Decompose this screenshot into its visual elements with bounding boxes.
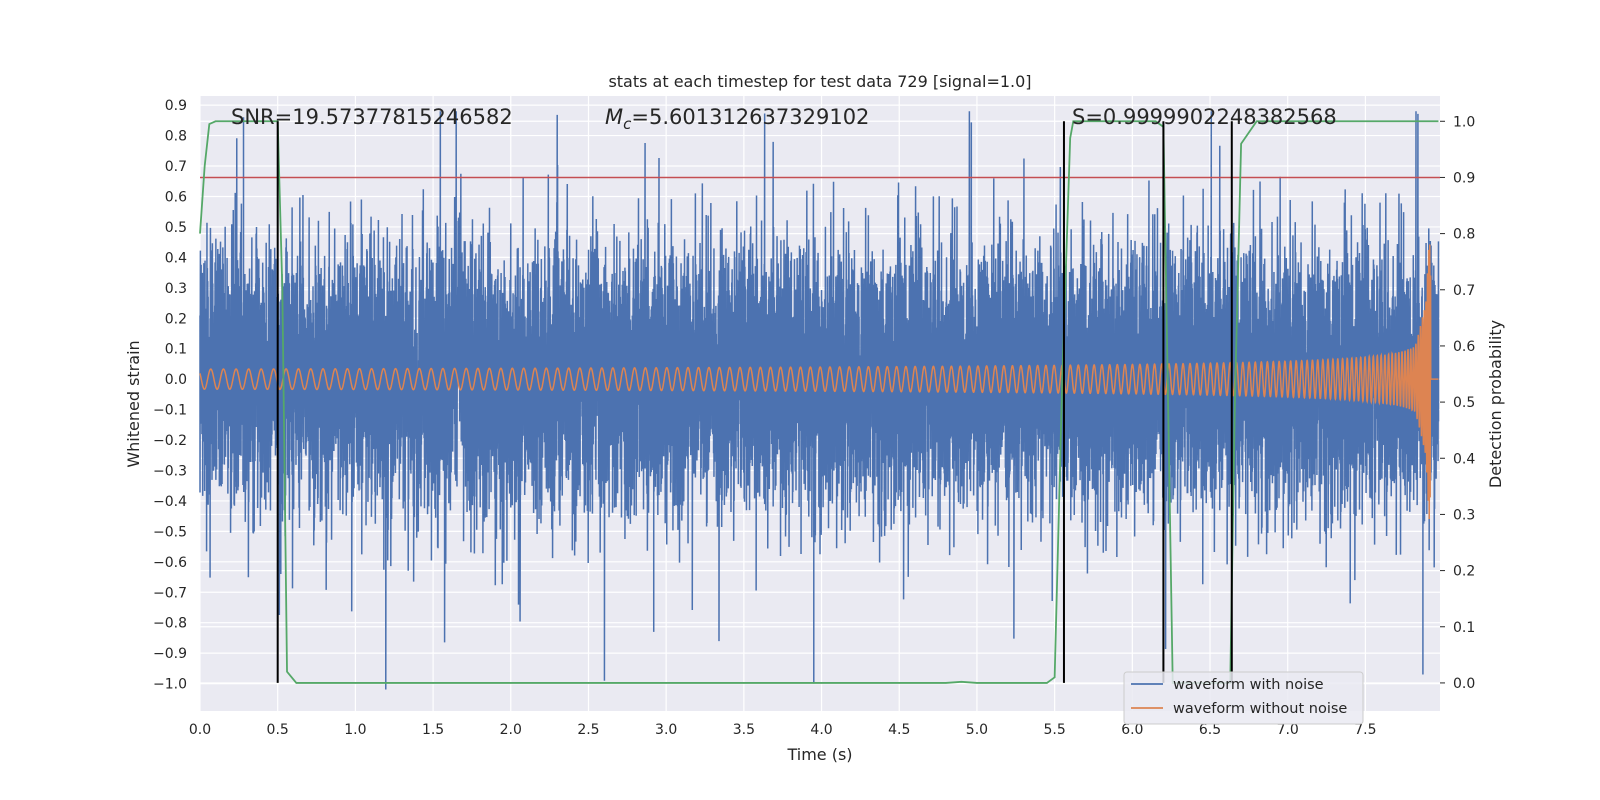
y-tick-label: 0.5 xyxy=(165,220,187,236)
chirp-mass-symbol: M xyxy=(605,105,623,129)
snr-annotation: SNR=19.57377815246582 xyxy=(231,105,513,129)
plot-area xyxy=(199,111,1440,690)
y-tick-label: 0.2 xyxy=(165,311,187,327)
y2-tick-label: 0.8 xyxy=(1453,227,1475,243)
y2-tick-label: 0.6 xyxy=(1453,339,1475,355)
y-tick-label: −0.6 xyxy=(153,555,187,571)
x-tick-label: 6.5 xyxy=(1199,722,1221,738)
x-tick-label: 5.5 xyxy=(1044,722,1066,738)
chirp-mass-value: =5.601312637329102 xyxy=(631,105,869,129)
y-tick-label: −0.3 xyxy=(153,463,187,479)
chart-title: stats at each timestep for test data 729… xyxy=(608,72,1031,91)
legend-label-signal: waveform without noise xyxy=(1173,701,1347,717)
y-tick-label: −0.9 xyxy=(153,646,187,662)
x-tick-label: 2.0 xyxy=(500,722,522,738)
y-tick-label: −1.0 xyxy=(153,677,187,693)
y-tick-label: 0.3 xyxy=(165,281,187,297)
series-waveform-with-noise xyxy=(199,111,1440,690)
x-tick-label: 3.5 xyxy=(733,722,755,738)
y-tick-label: −0.8 xyxy=(153,616,187,632)
y-tick-label: −0.2 xyxy=(153,433,187,449)
x-tick-label: 4.5 xyxy=(888,722,910,738)
x-tick-label: 0.0 xyxy=(189,722,211,738)
y-tick-label: 0.0 xyxy=(165,372,187,388)
y-tick-label: −0.7 xyxy=(153,585,187,601)
y-tick-label: 0.1 xyxy=(165,342,187,358)
y-tick-label: −0.4 xyxy=(153,494,187,510)
x-tick-label: 2.5 xyxy=(577,722,599,738)
y2-tick-label: 0.5 xyxy=(1453,395,1475,411)
y2-tick-label: 0.3 xyxy=(1453,507,1475,523)
x-tick-label: 5.0 xyxy=(966,722,988,738)
legend-box xyxy=(1123,671,1364,725)
y2-axis-ticks: 1.0 0.9 0.8 0.7 0.6 0.5 0.4 0.3 0.2 0.1 0.0 xyxy=(1440,114,1475,692)
y-tick-label: 0.7 xyxy=(165,159,187,175)
y-tick-label: 0.9 xyxy=(165,98,187,114)
x-tick-label: 0.5 xyxy=(267,722,289,738)
y-axis-label: Whitened strain xyxy=(124,340,143,467)
chirp-mass-annotation: Mc=5.601312637329102 xyxy=(605,105,869,133)
y-tick-label: 0.8 xyxy=(165,129,187,145)
y2-tick-label: 0.0 xyxy=(1453,676,1475,692)
x-tick-label: 6.0 xyxy=(1121,722,1143,738)
y2-tick-label: 0.7 xyxy=(1453,283,1475,299)
x-tick-label: 7.5 xyxy=(1354,722,1376,738)
x-tick-label: 3.0 xyxy=(655,722,677,738)
x-tick-label: 1.0 xyxy=(344,722,366,738)
y-axis-ticks: 0.9 0.8 0.7 0.6 0.5 0.4 0.3 0.2 0.1 0.0 −0.1 −0.2 −0… xyxy=(153,98,187,692)
x-tick-label: 7.0 xyxy=(1277,722,1299,738)
y2-tick-label: 1.0 xyxy=(1453,114,1475,130)
legend: waveform with noise waveform without noi… xyxy=(1123,671,1364,725)
x-tick-label: 4.0 xyxy=(810,722,832,738)
y2-axis-label: Detection probability xyxy=(1486,320,1505,488)
x-tick-label: 1.5 xyxy=(422,722,444,738)
chirp-mass-subscript: c xyxy=(623,115,632,133)
y2-tick-label: 0.1 xyxy=(1453,620,1475,636)
legend-label-noise: waveform with noise xyxy=(1173,677,1324,693)
vertical-markers xyxy=(276,121,1233,683)
x-axis-label: Time (s) xyxy=(786,745,852,764)
y2-tick-label: 0.4 xyxy=(1453,451,1475,467)
y-tick-label: 0.6 xyxy=(165,189,187,205)
y-tick-label: −0.1 xyxy=(153,403,187,419)
y-tick-label: −0.5 xyxy=(153,524,187,540)
y-tick-label: 0.4 xyxy=(165,250,187,266)
x-axis-ticks: 0.0 0.5 1.0 1.5 2.0 2.5 3.0 3.5 4.0 4.5 5.0 5.5 6.0 6… xyxy=(189,722,1377,738)
y2-tick-label: 0.2 xyxy=(1453,564,1475,580)
y2-tick-label: 0.9 xyxy=(1453,170,1475,186)
s-annotation: S=0.9999902248382568 xyxy=(1072,105,1337,129)
